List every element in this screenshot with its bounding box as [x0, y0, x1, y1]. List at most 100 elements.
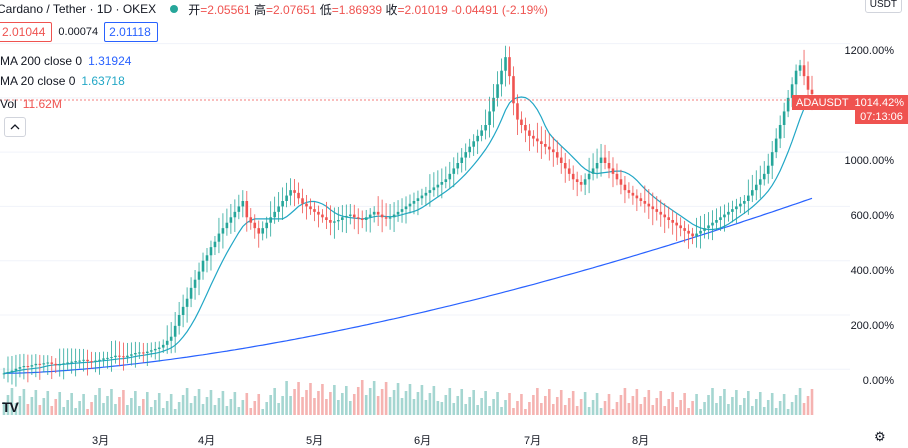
buy-button[interactable]: 2.01118 [104, 22, 158, 42]
volume-bar [794, 395, 798, 415]
candle-body [102, 358, 105, 360]
candle-body [687, 230, 690, 234]
ohlc-close: 收=2.01019 [385, 2, 448, 17]
volume-bar [102, 403, 105, 415]
volume-bar [623, 388, 627, 415]
candle-body [408, 203, 412, 207]
candle-body [615, 173, 619, 180]
volume-bar [747, 391, 750, 415]
candle-body [599, 157, 603, 163]
candle-body [671, 220, 674, 223]
tradingview-logo[interactable]: TV [2, 399, 19, 415]
candle-body [516, 103, 519, 120]
x-axis-label: 6月 [414, 435, 432, 447]
volume-bar [372, 381, 376, 415]
volume-bar [348, 401, 352, 415]
candle-body [619, 179, 623, 185]
candle-body [372, 211, 376, 215]
candle-body [551, 149, 555, 153]
candle-body [750, 190, 754, 196]
volume-bar [603, 401, 607, 415]
volume-bar [2, 402, 6, 415]
gear-icon[interactable]: ⚙ [874, 429, 886, 444]
ohlc-open: 开=2.05561 [188, 2, 251, 17]
volume-bar [667, 399, 671, 415]
candle-body [655, 209, 659, 212]
volume-bar [42, 398, 46, 415]
volume-bar [241, 400, 245, 415]
countdown-tag: 07:13:06 [855, 110, 908, 124]
volume-bar [313, 398, 316, 415]
volume-bar [257, 394, 261, 415]
candle-body [679, 225, 682, 229]
candle-body [233, 211, 237, 218]
volume-bar [643, 397, 647, 415]
candle-body [249, 217, 253, 223]
candle-body [130, 354, 133, 356]
volume-bar [719, 396, 722, 415]
volume-bar [400, 398, 404, 415]
volume-bar [142, 399, 145, 415]
candle-body [50, 362, 54, 364]
candle-body [157, 347, 161, 349]
candle-body [165, 340, 169, 345]
volume-bar [221, 391, 225, 415]
volume-bar [181, 395, 185, 415]
volume-bar [723, 389, 726, 415]
candle-body [217, 233, 221, 242]
x-axis-label: 7月 [524, 435, 542, 447]
indicator-volume[interactable]: Vol 11.62M [0, 97, 62, 111]
sell-button[interactable]: 2.01044 [0, 22, 53, 42]
candle-body [66, 362, 69, 364]
candle-body [735, 206, 738, 210]
volume-bar [225, 406, 229, 415]
volume-bar [325, 399, 328, 415]
symbol-title[interactable]: Cardano / Tether · 1D · OKEX [0, 2, 157, 16]
candle-body [86, 359, 89, 362]
candle-body [42, 363, 46, 365]
candle-body [18, 367, 22, 369]
indicator-ma200[interactable]: MA 200 close 0 1.31924 [0, 54, 132, 68]
candle-body [221, 228, 225, 234]
volume-bar [472, 390, 475, 415]
currency-button[interactable]: USDT [864, 0, 902, 13]
candle-body [46, 362, 50, 364]
candle-body [360, 218, 364, 220]
volume-bar [663, 406, 667, 415]
volume-bar [536, 388, 539, 415]
indicator-ma20[interactable]: MA 20 close 0 1.63718 [0, 74, 125, 88]
candle-body [62, 363, 66, 365]
volume-bar [177, 402, 181, 415]
candle-body [508, 57, 511, 77]
volume-bar [114, 404, 117, 415]
volume-bar [50, 406, 54, 415]
volume-bar [679, 400, 682, 415]
candle-body [691, 233, 694, 237]
volume-bar [639, 404, 643, 415]
volume-bar [309, 383, 312, 415]
candle-body [587, 173, 591, 180]
volume-bar [106, 396, 109, 415]
candle-body [420, 195, 424, 199]
volume-bar [237, 407, 241, 415]
volume-bar [520, 394, 523, 415]
candle-body [583, 179, 587, 185]
volume-bar [173, 409, 177, 415]
volume-bar [758, 392, 762, 415]
candle-body [145, 351, 149, 353]
volume-bar [384, 382, 388, 415]
candle-body [22, 366, 26, 368]
volume-bar [217, 398, 221, 415]
axis-tick-label: 1200.00% [844, 45, 894, 57]
volume-bar [293, 389, 296, 415]
ma200-line [3, 197, 813, 374]
candle-body [10, 370, 14, 372]
volume-bar [675, 407, 678, 415]
candle-body [782, 111, 786, 125]
candle-body [345, 215, 348, 218]
candle-body [635, 195, 639, 199]
volume-bar [70, 393, 73, 415]
collapse-legend-button[interactable] [4, 117, 26, 137]
volume-bar [189, 403, 193, 415]
